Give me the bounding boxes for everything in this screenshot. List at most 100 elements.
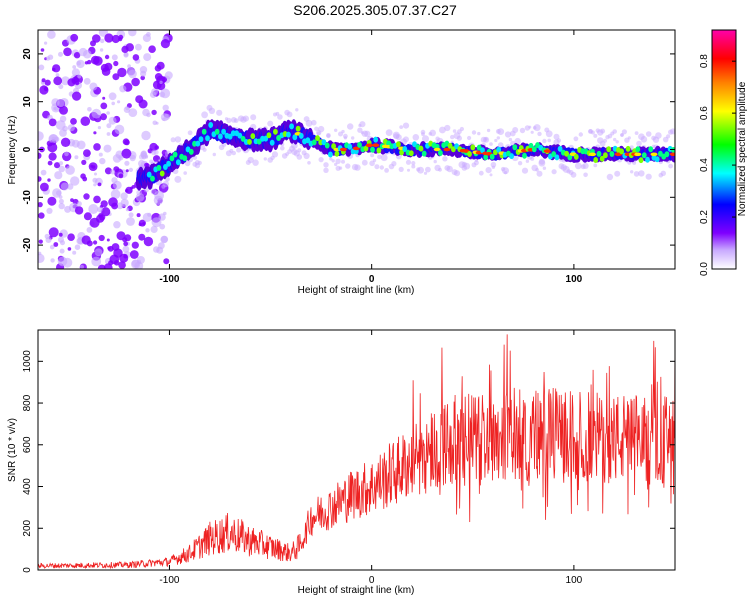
noise-blob: [53, 242, 59, 247]
noise-blob: [121, 148, 132, 159]
noise-blob: [143, 236, 154, 247]
halo-blob: [412, 134, 420, 141]
snr-frame: [37, 329, 676, 571]
halo-blob: [614, 170, 621, 177]
ridge-core: [195, 140, 201, 147]
noise-blob: [98, 152, 103, 157]
noise-blob: [117, 100, 121, 104]
noise-blob: [143, 53, 152, 62]
halo-blob: [645, 173, 652, 180]
noise-blob: [74, 244, 81, 250]
halo-blob: [668, 163, 673, 169]
halo-blob: [471, 130, 477, 135]
halo-blob: [442, 156, 448, 162]
noise-blob: [57, 99, 65, 108]
halo-blob: [602, 138, 608, 143]
halo-blob: [411, 164, 416, 169]
halo-blob: [216, 109, 223, 116]
noise-blob: [58, 84, 64, 90]
halo-blob: [174, 136, 182, 143]
noise-blob: [53, 76, 63, 86]
noise-blob: [134, 261, 144, 269]
halo-blob: [374, 164, 380, 170]
halo-blob: [343, 136, 347, 140]
noise-blob: [97, 126, 101, 130]
halo-blob: [297, 148, 302, 153]
ridge-core: [150, 175, 155, 182]
noise-blob: [67, 233, 75, 241]
colorbar-gradient: [711, 29, 737, 270]
halo-blob: [395, 134, 402, 141]
halo-blob: [477, 131, 481, 136]
halo-blob: [144, 154, 149, 158]
noise-blob: [46, 207, 53, 214]
halo-blob: [593, 133, 598, 138]
ridge-core: [305, 137, 311, 144]
halo-blob: [590, 130, 595, 135]
snr-y-tick-label: 400: [22, 478, 33, 495]
ridge-core: [603, 152, 608, 159]
halo-blob: [512, 127, 519, 133]
halo-blob: [296, 154, 303, 160]
noise-blob: [116, 202, 124, 210]
noise-blob: [126, 217, 135, 226]
halo-blob: [311, 119, 317, 126]
ridge-core: [250, 133, 256, 140]
halo-blob: [407, 168, 410, 172]
ridge-peak: [433, 147, 441, 152]
noise-blob: [106, 238, 110, 242]
noise-blob: [124, 139, 130, 146]
ridge-peak: [650, 152, 658, 157]
halo-blob: [317, 125, 325, 133]
noise-blob: [93, 131, 97, 135]
ridge-core: [438, 150, 443, 156]
halo-blob: [421, 132, 425, 137]
ridge-core: [373, 136, 379, 143]
ridge-core: [635, 146, 641, 153]
noise-blob: [106, 111, 110, 115]
halo-blob: [183, 171, 187, 175]
ridge-core: [512, 144, 518, 151]
noise-blob: [76, 201, 82, 207]
noise-blob: [123, 241, 129, 247]
halo-blob: [331, 159, 335, 163]
halo-blob: [201, 111, 209, 119]
noise-blob: [112, 180, 122, 190]
noise-blob: [100, 113, 107, 121]
noise-blob: [104, 33, 114, 43]
ridge-core: [324, 142, 330, 149]
noise-blob: [93, 183, 97, 187]
noise-blob: [38, 152, 42, 159]
halo-blob: [351, 136, 355, 140]
noise-blob: [91, 108, 102, 119]
noise-blob: [92, 177, 98, 183]
halo-blob: [314, 126, 319, 131]
noise-blob: [40, 169, 47, 176]
noise-blob: [122, 237, 128, 243]
noise-blob: [151, 109, 157, 116]
noise-blob: [145, 228, 150, 233]
ridge-peak: [543, 149, 551, 153]
halo-blob: [439, 126, 446, 134]
noise-blob: [58, 165, 65, 173]
noise-blob: [47, 178, 51, 182]
noise-blob: [47, 142, 58, 153]
noise-blob: [60, 137, 71, 147]
halo-blob: [305, 119, 313, 127]
noise-blob: [132, 54, 140, 61]
noise-blob: [47, 196, 57, 206]
noise-blob: [139, 66, 148, 74]
halo-blob: [153, 149, 159, 155]
halo-blob: [490, 161, 497, 168]
ridge-core: [528, 142, 534, 149]
ridge-core: [645, 156, 650, 163]
ridge-core: [625, 145, 631, 152]
noise-blob: [83, 149, 91, 158]
halo-blob: [519, 127, 526, 134]
noise-blob: [52, 64, 61, 73]
ridge-core: [188, 148, 194, 155]
noise-blob: [40, 48, 45, 52]
noise-blob: [163, 113, 171, 120]
spectrogram-x-tick-label: 100: [566, 274, 583, 285]
halo-blob: [633, 171, 640, 177]
